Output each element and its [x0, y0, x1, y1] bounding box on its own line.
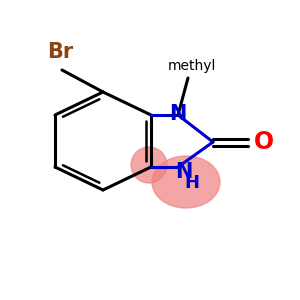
- Circle shape: [131, 147, 167, 183]
- Text: N: N: [169, 104, 187, 124]
- Ellipse shape: [152, 156, 220, 208]
- Text: Br: Br: [47, 42, 73, 62]
- Text: H: H: [184, 174, 200, 192]
- Text: methyl: methyl: [168, 59, 216, 73]
- Text: N: N: [175, 162, 193, 182]
- Text: O: O: [254, 130, 274, 154]
